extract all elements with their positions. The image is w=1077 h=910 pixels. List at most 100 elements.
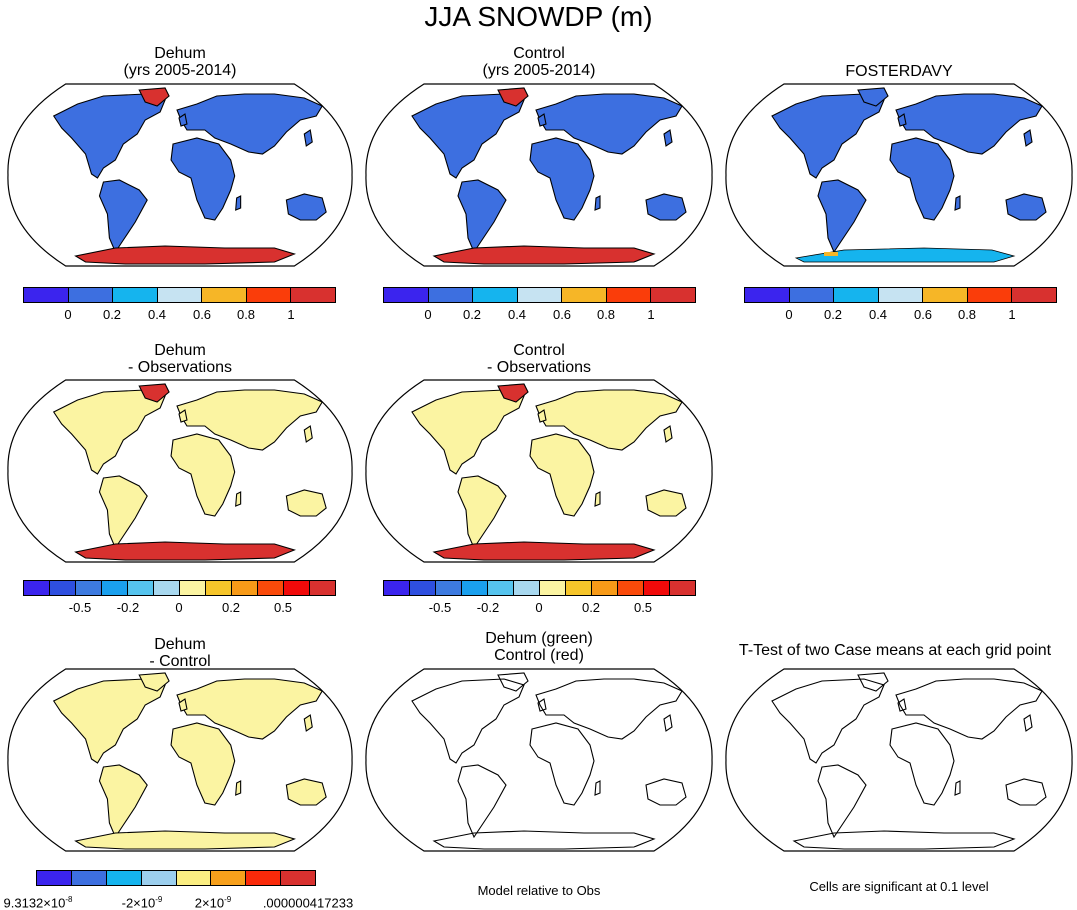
landmass-sa [457,475,507,550]
colorbar-swatch [102,581,128,595]
landmass-sa [817,179,867,254]
map-border [725,668,1073,852]
landmass-sa [457,764,507,839]
landmass-jp [1023,129,1033,147]
landmass-grn [497,383,529,403]
landmass-mad [594,195,601,211]
note-model-relative: Model relative to Obs [477,883,601,898]
landmass-uk [537,113,547,127]
colorbar-dehum [23,287,336,303]
landmass-mad [594,780,601,796]
colorbar-fosterdavy [744,287,1057,303]
colorbar-swatch [540,581,566,595]
landmass-ant [74,541,296,561]
colorbar-swatch [37,871,72,885]
colorbar-swatch [789,288,835,302]
tick-label: -0.2 [476,600,500,615]
landmass-uk [178,698,188,712]
colorbar-swatch [651,288,696,302]
colorbar-swatch [410,581,436,595]
colorbar-swatch [202,288,247,302]
tick-label: 1 [1008,307,1016,322]
tick-label: 0.8 [957,307,977,322]
landmass-sa [817,764,867,839]
landmass-ant [792,830,1016,850]
landmass-af [529,433,595,517]
landmass-grn [497,87,529,107]
landmass-jp [1023,714,1033,732]
landmass-grn [857,87,889,107]
panel-title-dehum-control: Dehum - Control [149,636,211,670]
landmass-jp [303,129,313,147]
colorbar-swatch [154,581,180,595]
landmass-ant [74,830,296,850]
landmass-grn [857,672,889,692]
colorbar-swatch [141,871,177,885]
tick-label: 9.3132×10-8 [3,895,73,910]
colorbar-swatch [258,581,284,595]
landmass-grn [138,87,170,107]
panel-title-control: Control (yrs 2005-2014) [482,45,596,79]
tick-label: -0.2 [116,600,140,615]
colorbar-swatch [462,581,488,595]
landmass-sa [98,179,148,254]
colorbar-swatch [106,871,142,885]
landmass-af [170,722,236,806]
landmass-uk [537,409,547,423]
landmass-na [771,678,885,764]
tick-label: 0 [424,307,432,322]
colorbar-swatch [670,581,695,595]
landmass-uk [897,698,907,712]
colorbar-swatch [180,581,206,595]
landmass-au [285,489,327,517]
landmass-eu [535,389,683,451]
tick-label: 0 [175,600,183,615]
colorbar-swatch [473,288,518,302]
tick-label: 0.6 [913,307,933,322]
panel-title-control-obs: Control - Observations [486,342,592,376]
landmass-sa [98,475,148,550]
landmass-jp [663,714,673,732]
colorbar-swatch [923,288,968,302]
colorbar-swatch [517,288,563,302]
landmass-eu [176,678,323,740]
colorbar-swatch [50,581,76,595]
landmass-eu [176,389,323,451]
landmass-mad [235,780,242,796]
tick-label: 0.8 [236,307,256,322]
colorbar-swatch [68,288,114,302]
landmass-grn [138,383,170,403]
landmass-uk [537,698,547,712]
colorbar-swatch [514,581,540,595]
colorbar-dehum-control [36,870,316,886]
landmass-jp [663,129,673,147]
tick-label: 0.8 [596,307,616,322]
colorbar-dehum-obs [23,580,336,596]
landmass-sa [98,764,148,839]
colorbar-swatch [967,288,1013,302]
landmass-au [645,193,687,221]
colorbar-swatch [436,581,462,595]
tick-label: -2×10-9 [121,895,163,910]
map-dehum-obs [7,379,353,563]
landmass-grn [497,672,529,692]
panel-title-green-red: Dehum (green) Control (red) [485,630,593,664]
colorbar-swatch [834,288,879,302]
landmass-af [529,722,595,806]
landmass-au [1005,778,1047,806]
tick-label: 0.4 [868,307,888,322]
colorbar-swatch [232,581,258,595]
note-significance: Cells are significant at 0.1 level [809,879,989,894]
colorbar-swatch [384,288,429,302]
tick-label: 0.2 [221,600,241,615]
panel-title-dehum: Dehum (yrs 2005-2014) [123,45,237,79]
colorbar-swatch [562,288,607,302]
landmass-ant [432,245,656,265]
colorbar-swatch [644,581,670,595]
map-dehum-control [7,668,353,852]
colorbar-swatch [566,581,592,595]
colorbar-control [383,287,696,303]
landmass-ant [432,830,656,850]
colorbar-swatch [310,581,335,595]
landmass-eu [895,678,1043,740]
